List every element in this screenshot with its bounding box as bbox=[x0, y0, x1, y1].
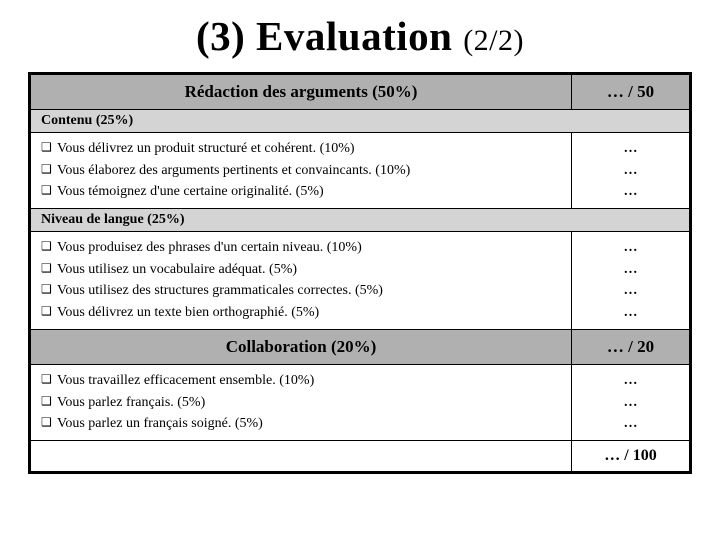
title-main: (3) Evaluation bbox=[196, 13, 452, 59]
score-value: … bbox=[582, 160, 679, 182]
checkbox-icon: ❑ bbox=[41, 181, 52, 200]
total-row: … / 100 bbox=[30, 440, 691, 472]
subsection-niveau: Niveau de langue (25%) bbox=[30, 209, 691, 232]
section-header-row: Rédaction des arguments (50%) … / 50 bbox=[30, 74, 691, 110]
section-score-redaction: … / 50 bbox=[572, 74, 691, 110]
subsection-contenu: Contenu (25%) bbox=[30, 110, 691, 133]
page-title: (3) Evaluation (2/2) bbox=[28, 12, 692, 60]
rubric-table: Rédaction des arguments (50%) … / 50 Con… bbox=[28, 72, 692, 474]
criteria-niveau: ❑ Vous produisez des phrases d'un certai… bbox=[30, 232, 572, 330]
score-value: … bbox=[582, 392, 679, 414]
checkbox-icon: ❑ bbox=[41, 413, 52, 432]
criterion-text: Vous utilisez des structures grammatical… bbox=[57, 283, 383, 298]
checkbox-icon: ❑ bbox=[41, 280, 52, 299]
checkbox-icon: ❑ bbox=[41, 392, 52, 411]
criteria-row: ❑ Vous produisez des phrases d'un certai… bbox=[30, 232, 691, 330]
criteria-contenu: ❑ Vous délivrez un produit structuré et … bbox=[30, 133, 572, 209]
section-header-row: Collaboration (20%) … / 20 bbox=[30, 329, 691, 364]
subsection-row: Niveau de langue (25%) bbox=[30, 209, 691, 232]
criterion-text: Vous parlez un français soigné. (5%) bbox=[57, 416, 263, 431]
scores-contenu: … … … bbox=[572, 133, 691, 209]
scores-collaboration: … … … bbox=[572, 364, 691, 440]
criterion-text: Vous travaillez efficacement ensemble. (… bbox=[57, 373, 314, 388]
criteria-row: ❑ Vous délivrez un produit structuré et … bbox=[30, 133, 691, 209]
score-value: … bbox=[582, 370, 679, 392]
criterion-text: Vous délivrez un produit structuré et co… bbox=[57, 141, 355, 156]
score-value: … bbox=[582, 237, 679, 259]
criterion-text: Vous élaborez des arguments pertinents e… bbox=[57, 163, 410, 178]
checkbox-icon: ❑ bbox=[41, 302, 52, 321]
score-value: … bbox=[582, 259, 679, 281]
checkbox-icon: ❑ bbox=[41, 370, 52, 389]
title-sub: (2/2) bbox=[463, 24, 524, 57]
score-value: … bbox=[582, 413, 679, 435]
score-value: … bbox=[582, 181, 679, 203]
checkbox-icon: ❑ bbox=[41, 138, 52, 157]
criterion-text: Vous parlez français. (5%) bbox=[57, 395, 205, 410]
checkbox-icon: ❑ bbox=[41, 259, 52, 278]
criteria-row: ❑ Vous travaillez efficacement ensemble.… bbox=[30, 364, 691, 440]
score-value: … bbox=[582, 302, 679, 324]
subsection-row: Contenu (25%) bbox=[30, 110, 691, 133]
criterion-text: Vous témoignez d'une certaine originalit… bbox=[57, 184, 324, 199]
criterion-text: Vous utilisez un vocabulaire adéquat. (5… bbox=[57, 262, 297, 277]
section-header-collaboration: Collaboration (20%) bbox=[30, 329, 572, 364]
checkbox-icon: ❑ bbox=[41, 237, 52, 256]
score-value: … bbox=[582, 280, 679, 302]
total-label bbox=[30, 440, 572, 472]
criterion-text: Vous délivrez un texte bien orthographié… bbox=[57, 305, 319, 320]
checkbox-icon: ❑ bbox=[41, 160, 52, 179]
criteria-collaboration: ❑ Vous travaillez efficacement ensemble.… bbox=[30, 364, 572, 440]
total-score: … / 100 bbox=[572, 440, 691, 472]
page: (3) Evaluation (2/2) Rédaction des argum… bbox=[0, 0, 720, 540]
criterion-text: Vous produisez des phrases d'un certain … bbox=[57, 240, 362, 255]
score-value: … bbox=[582, 138, 679, 160]
section-header-redaction: Rédaction des arguments (50%) bbox=[30, 74, 572, 110]
section-score-collaboration: … / 20 bbox=[572, 329, 691, 364]
scores-niveau: … … … … bbox=[572, 232, 691, 330]
